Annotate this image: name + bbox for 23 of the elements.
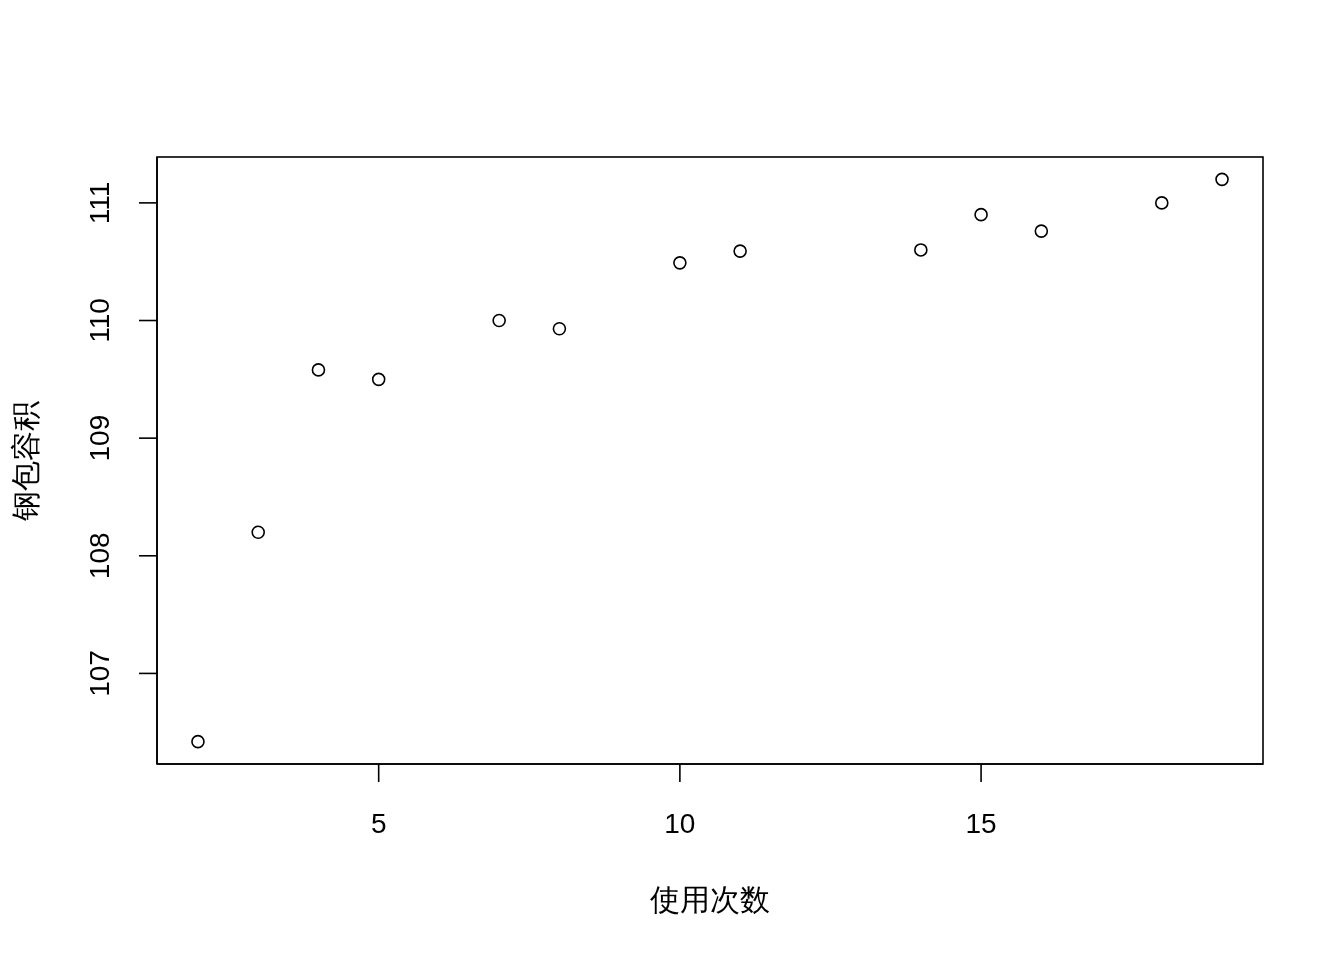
y-tick-label: 107 bbox=[84, 650, 116, 697]
x-axis-title: 使用次数 bbox=[650, 882, 770, 916]
point bbox=[1155, 196, 1169, 210]
point bbox=[673, 256, 687, 270]
y-tick-label: 109 bbox=[84, 414, 116, 462]
x-tick-label: 10 bbox=[664, 807, 696, 839]
point bbox=[492, 313, 506, 328]
point bbox=[1034, 224, 1049, 238]
point bbox=[371, 372, 386, 387]
x-tick-label: 15 bbox=[965, 807, 997, 839]
point bbox=[191, 734, 205, 749]
y-tick-label: 111 bbox=[84, 181, 116, 225]
point bbox=[733, 244, 747, 258]
y-tick-label: 108 bbox=[84, 532, 116, 580]
point bbox=[311, 363, 326, 377]
point bbox=[914, 243, 928, 257]
x-tick-label: 5 bbox=[370, 807, 387, 839]
point bbox=[552, 321, 567, 336]
point bbox=[251, 525, 265, 540]
y-tick-label: 110 bbox=[84, 298, 116, 343]
point bbox=[974, 207, 988, 222]
y-axis-title: 钢包容积 bbox=[8, 400, 42, 522]
point bbox=[1215, 172, 1229, 187]
